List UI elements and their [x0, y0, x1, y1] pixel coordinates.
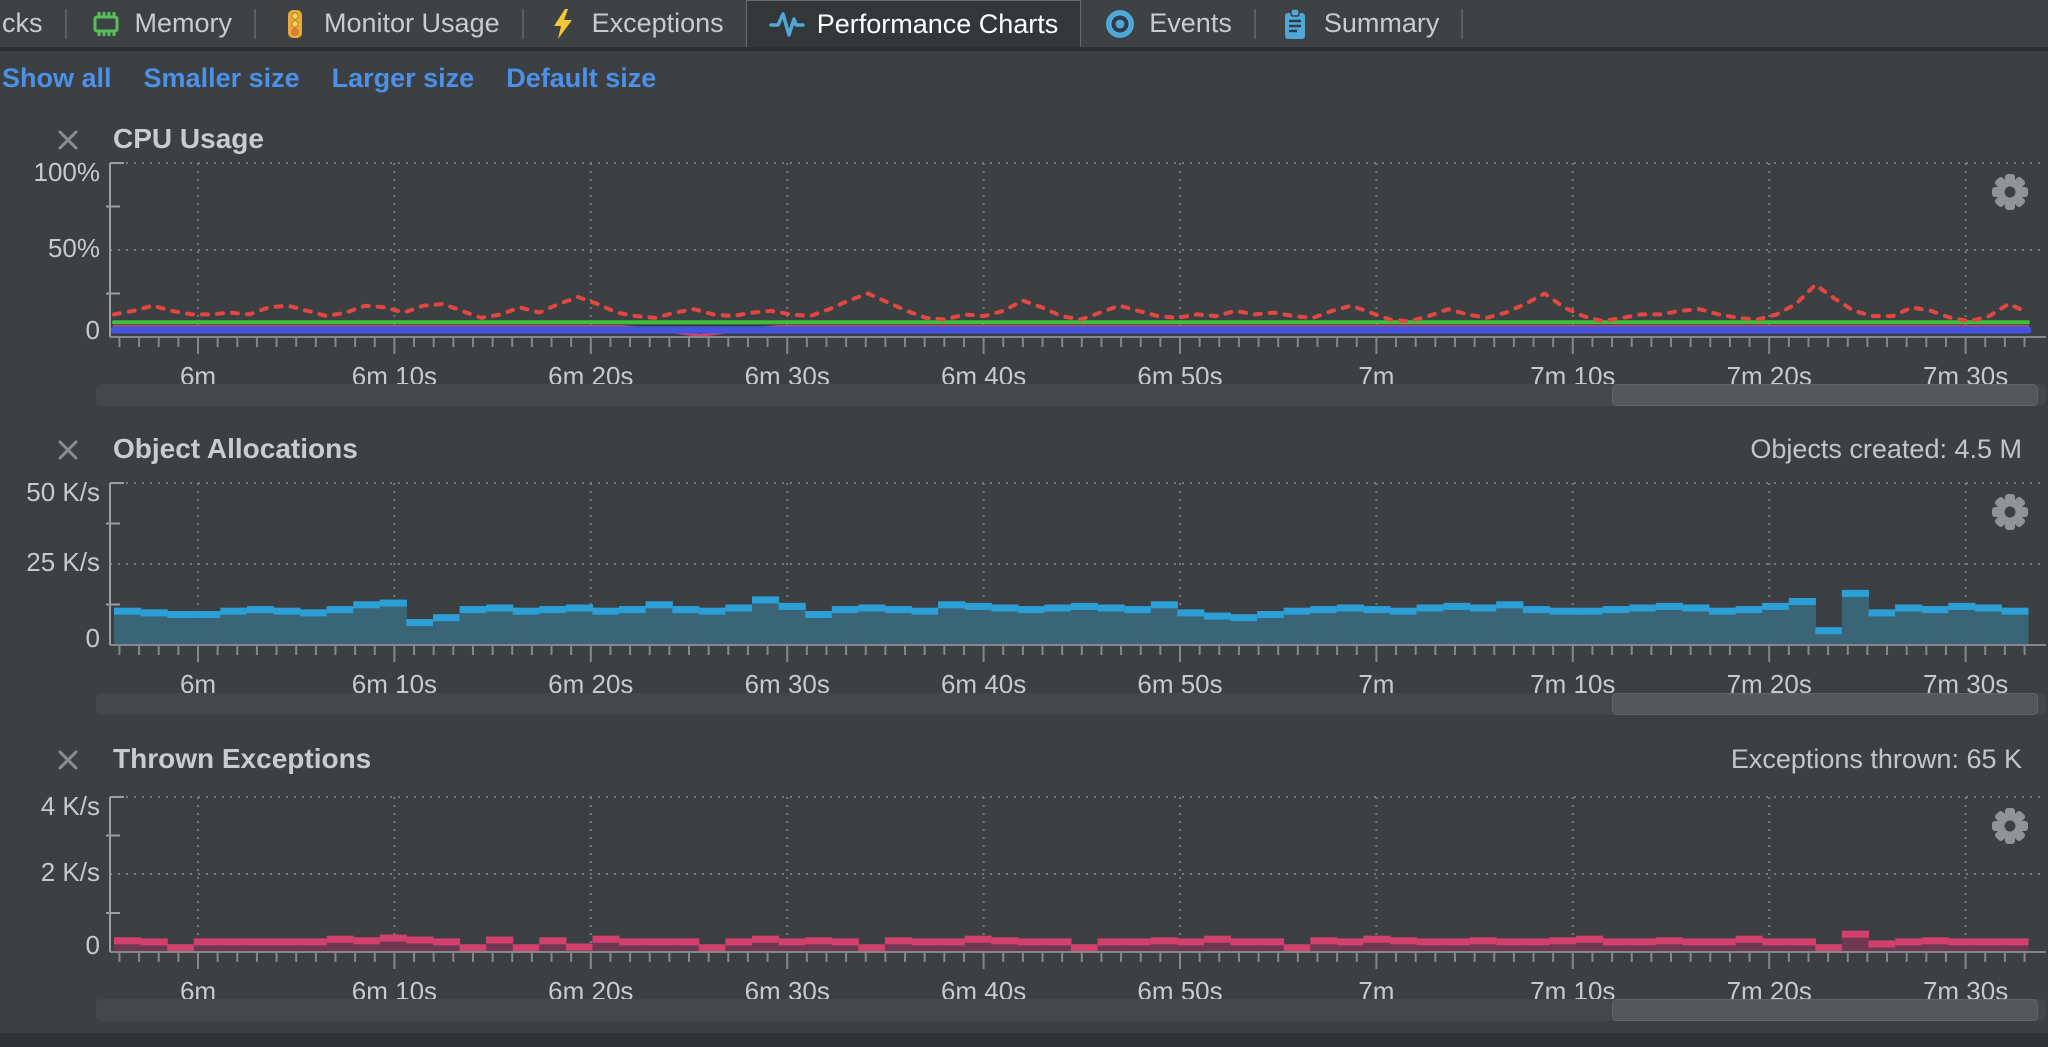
cpu-crimson [112, 325, 2030, 338]
thrown-exceptions-tick-labels: 6m 6m 10s 6m 20s 6m 30s 6m 40s 6m 50s 7m 7m 10s… [41, 791, 2008, 1006]
pulse-icon [768, 7, 805, 41]
svg-text:0: 0 [86, 315, 100, 345]
traffic-light-icon [278, 7, 312, 41]
lightning-bolt-icon [546, 7, 580, 41]
tab-divider [254, 8, 257, 39]
tab-label: Memory [134, 8, 233, 38]
link-show-all[interactable]: Show all [2, 62, 112, 93]
object-allocations-axes [106, 482, 124, 645]
object-allocations-series [114, 589, 2029, 645]
tab-label: cks [2, 8, 43, 38]
thrown-exceptions-axes [106, 796, 124, 952]
close-icon[interactable] [54, 126, 82, 154]
tab-divider [1461, 8, 1464, 39]
tab-label: Monitor Usage [324, 8, 500, 38]
exceptions-thrown-stat: Exceptions thrown: 65 K [1730, 744, 2022, 774]
gear-icon[interactable] [1988, 490, 2032, 534]
chart-size-toolbar: Show all Smaller size Larger size Default s… [2, 54, 656, 102]
bottom-border [0, 1033, 2048, 1047]
tab-divider [521, 8, 524, 39]
chart-title: Object Allocations [113, 433, 358, 464]
scrollbar-thumb[interactable] [1612, 693, 2038, 715]
cpu-usage-axes [106, 162, 124, 337]
svg-text:100%: 100% [34, 157, 101, 187]
close-icon[interactable] [54, 746, 82, 774]
link-larger-size[interactable]: Larger size [331, 62, 475, 93]
link-default-size[interactable]: Default size [506, 62, 657, 93]
cpu-usage-grid [110, 162, 2046, 337]
horizontal-scrollbar[interactable] [96, 693, 2046, 715]
thrown-exceptions-chart: 6m 6m 10s 6m 20s 6m 30s 6m 40s 6m 50s 7m 7m 10s… [41, 791, 2046, 1006]
tab-monitor-usage[interactable]: Monitor Usage [256, 0, 522, 47]
close-icon[interactable] [54, 436, 82, 464]
svg-text:50 K/s: 50 K/s [26, 477, 100, 507]
object-allocations-grid [110, 482, 2046, 645]
tab-divider [64, 8, 67, 39]
tab-label: Performance Charts [816, 8, 1059, 39]
scrollbar-thumb[interactable] [1612, 999, 2038, 1021]
object-allocations-tick-labels: 6m 6m 10s 6m 20s 6m 30s 6m 40s 6m 50s 7m 7m 10s… [26, 477, 2008, 699]
eye-icon [1103, 7, 1137, 41]
object-allocations-chart: 6m 6m 10s 6m 20s 6m 30s 6m 40s 6m 50s 7m 7m 10s… [26, 477, 2046, 699]
cpu-usage-tick-labels: 6m 6m 10s 6m 20s 6m 30s 6m 40s 6m 50s 7m 7m 10s… [34, 157, 2009, 391]
link-smaller-size[interactable]: Smaller size [143, 62, 300, 93]
tab-label: Exceptions [591, 8, 724, 38]
svg-text:25 K/s: 25 K/s [26, 547, 100, 577]
cpu-usage-time-ruler [110, 336, 2046, 354]
tab-summary[interactable]: Summary [1256, 0, 1462, 47]
cpu-dotted-red [112, 282, 2030, 324]
svg-text:2 K/s: 2 K/s [41, 857, 100, 887]
svg-text:0: 0 [86, 930, 100, 960]
memory-icon [89, 7, 123, 41]
svg-text:0: 0 [86, 623, 100, 653]
scrollbar-thumb[interactable] [1612, 384, 2038, 406]
cpu-usage-series [110, 282, 2032, 338]
svg-text:50%: 50% [48, 233, 100, 263]
tab-cks[interactable]: cks [0, 0, 65, 47]
tab-divider [1253, 8, 1256, 39]
object-allocations-time-ruler [110, 644, 2046, 662]
chart-title: CPU Usage [113, 123, 264, 154]
horizontal-scrollbar[interactable] [96, 384, 2046, 406]
tab-events[interactable]: Events [1081, 0, 1254, 47]
tab-memory[interactable]: Memory [67, 0, 255, 47]
thrown-exceptions-grid [110, 796, 2046, 952]
gear-icon[interactable] [1988, 804, 2032, 848]
gear-icon[interactable] [1988, 170, 2032, 214]
chart-title: Thrown Exceptions [113, 743, 372, 774]
tab-label: Events [1149, 8, 1232, 38]
clipboard-icon [1278, 7, 1312, 41]
thrown-exceptions-series [114, 930, 2029, 953]
tab-bar: cks Memory Monitor Usage Exceptions Performa… [0, 0, 2048, 51]
svg-text:4 K/s: 4 K/s [41, 791, 100, 821]
tab-exceptions[interactable]: Exceptions [524, 0, 746, 47]
horizontal-scrollbar[interactable] [96, 999, 2046, 1021]
tab-performance-charts[interactable]: Performance Charts [745, 0, 1082, 47]
tab-label: Summary [1323, 8, 1440, 38]
thrown-exceptions-time-ruler [110, 951, 2046, 969]
objects-created-stat: Objects created: 4.5 M [1750, 434, 2022, 464]
cpu-usage-chart: 6m 6m 10s 6m 20s 6m 30s 6m 40s 6m 50s 7m 7m 10s… [34, 157, 2046, 391]
